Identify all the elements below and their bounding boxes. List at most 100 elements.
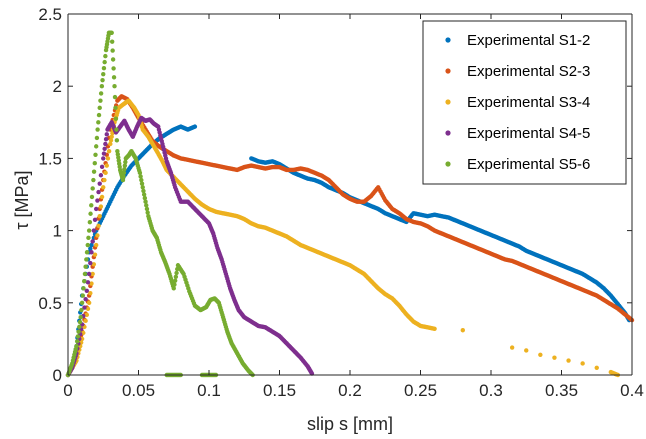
data-point [192, 124, 198, 129]
data-point [99, 84, 105, 89]
series-2 [65, 94, 635, 378]
data-point [594, 365, 599, 370]
data-point [100, 77, 105, 83]
data-point [103, 136, 109, 142]
legend-label: Experimental S5-6 [467, 156, 590, 173]
data-point [96, 120, 101, 125]
data-point [101, 156, 106, 161]
data-point [103, 53, 108, 59]
data-point [83, 296, 88, 302]
data-point [94, 144, 99, 149]
data-point [460, 328, 465, 333]
x-tick-label: 0.3 [479, 381, 503, 400]
data-point [94, 206, 99, 212]
data-point [98, 173, 104, 178]
data-point [174, 270, 179, 276]
data-point [432, 326, 437, 331]
data-point [88, 211, 93, 216]
data-point [139, 181, 145, 186]
legend-item: Experimental S3-4 [445, 94, 590, 111]
y-tick-label: 1 [53, 222, 62, 241]
data-point [91, 228, 97, 233]
data-point [74, 339, 80, 344]
data-point [109, 134, 114, 139]
data-point [86, 300, 92, 305]
data-point [120, 177, 126, 183]
data-point [92, 161, 97, 166]
data-point [76, 329, 81, 334]
data-point [101, 151, 107, 156]
data-point [109, 39, 115, 44]
x-tick-label: 0.15 [263, 381, 296, 400]
data-point [92, 252, 98, 257]
data-point [103, 141, 108, 147]
y-tick-label: 2 [53, 77, 62, 96]
data-point [89, 281, 94, 286]
data-point [580, 361, 585, 366]
legend-label: Experimental S3-4 [467, 94, 590, 111]
data-point [172, 282, 177, 287]
data-point [88, 260, 93, 266]
data-point [141, 188, 146, 194]
data-point [90, 271, 95, 277]
data-point [113, 105, 118, 111]
data-point [95, 198, 100, 203]
data-point [172, 278, 178, 283]
legend-item: Experimental S4-5 [445, 125, 590, 142]
data-point [77, 319, 83, 325]
data-point [91, 177, 96, 183]
y-tick-label: 1.5 [38, 149, 62, 168]
data-point [85, 280, 91, 285]
data-point [79, 300, 85, 305]
data-point [80, 293, 86, 298]
data-point [112, 94, 118, 100]
data-point [139, 177, 144, 183]
y-tick-label: 0.5 [38, 294, 62, 313]
data-point [83, 264, 88, 269]
data-point [97, 213, 102, 219]
data-point [75, 334, 81, 339]
data-point [99, 194, 105, 200]
legend-marker [445, 37, 451, 43]
data-point [78, 315, 83, 320]
x-tick-label: 0.4 [620, 381, 644, 400]
data-point [84, 288, 90, 293]
data-point [89, 242, 94, 248]
data-point [509, 345, 515, 350]
data-point [106, 148, 112, 154]
data-point [99, 164, 105, 170]
data-point [88, 290, 93, 296]
data-point [142, 195, 148, 201]
data-point [82, 271, 88, 277]
x-tick-label: 0.35 [545, 381, 578, 400]
data-point [79, 307, 84, 313]
legend-label: Experimental S4-5 [467, 125, 590, 142]
data-point [102, 177, 107, 183]
data-point [105, 156, 111, 161]
data-point [123, 159, 128, 165]
data-point [138, 174, 143, 179]
data-point [121, 170, 127, 176]
data-point [84, 250, 90, 255]
data-point [113, 116, 119, 121]
data-point [74, 343, 79, 349]
data-point [101, 65, 107, 71]
data-point [98, 91, 104, 96]
legend-item: Experimental S1-2 [445, 32, 590, 49]
data-point [111, 75, 117, 80]
data-point [110, 57, 116, 62]
legend-item: Experimental S5-6 [445, 156, 590, 173]
data-point [171, 286, 176, 291]
data-point [121, 174, 126, 179]
legend-label: Experimental S1-2 [467, 32, 590, 49]
data-point [111, 66, 116, 71]
data-point [97, 181, 102, 186]
x-tick-label: 0.2 [338, 381, 362, 400]
data-point [112, 84, 117, 89]
data-point [89, 194, 95, 200]
data-point [538, 352, 543, 357]
data-point [89, 250, 94, 255]
data-point [566, 358, 571, 363]
data-point [114, 127, 119, 132]
data-point [90, 186, 95, 191]
